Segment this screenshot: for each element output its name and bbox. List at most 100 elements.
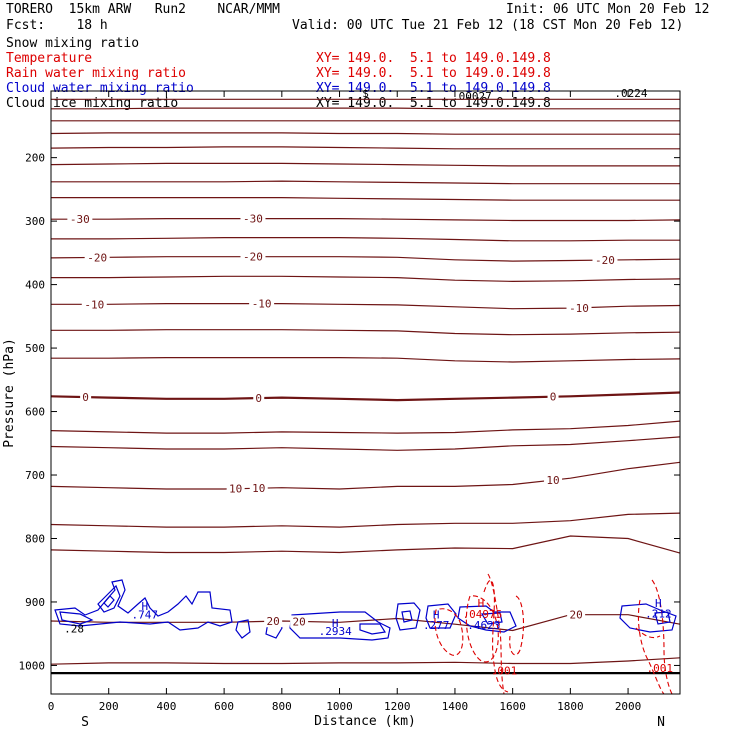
field-name-cloud-water: Cloud water mixing ratio <box>6 81 194 96</box>
rain-water-contour <box>637 599 665 695</box>
model-run-label: TORERO 15km ARW Run2 NCAR/MMM <box>6 2 280 17</box>
x-tick-label: 800 <box>272 700 292 713</box>
x-tick-label: 1600 <box>499 700 526 713</box>
field-xy-temperature: XY= 149.0. 5.1 to 149.0.149.8 <box>316 51 551 66</box>
contour-label-background <box>249 297 275 310</box>
plot-frame <box>50 90 681 695</box>
cloud-water-contour <box>289 611 391 641</box>
temperature-contour-label: -10 <box>569 302 589 315</box>
temperature-contour-label: 20 <box>293 615 306 628</box>
contour-label-background <box>290 615 309 628</box>
field-name-temperature: Temperature <box>6 51 93 66</box>
contour-label-background <box>226 482 245 495</box>
cloud-water-contour <box>654 611 671 625</box>
axes: 0 200 400 600 800 1000 1200 1400 1600 1800 2000200… <box>19 91 680 713</box>
temperature-contour-line <box>51 218 681 222</box>
cloud-water-max-label: H <box>141 600 148 613</box>
field-xy-snow: XY= 149.0. 5.1 to 149.0.149.8 <box>316 34 551 49</box>
y-tick-label: 600 <box>25 406 45 419</box>
cloud-water-max-label: H <box>655 597 662 610</box>
temperature-contour-line <box>50 657 681 665</box>
field-name-rain: Rain water mixing ratio <box>6 66 187 81</box>
temperature-contour-label: 10 <box>229 483 242 496</box>
cloud-water-contour <box>103 595 115 608</box>
temperature-contour-label: 0 <box>550 391 557 404</box>
temperature-contour-line <box>51 275 681 283</box>
contour-label-background <box>567 608 586 621</box>
contour-label-background <box>240 212 266 225</box>
y-tick-label: 300 <box>25 215 45 228</box>
x-tick-label: 400 <box>156 700 176 713</box>
cloud-water-max-label: .747 <box>132 609 159 622</box>
contour-label-background <box>544 474 563 487</box>
cloud-water-contour <box>97 584 121 613</box>
x-axis-left-end-label: S <box>81 715 89 730</box>
temperature-contour-label: 20 <box>267 615 280 628</box>
temperature-contour-line <box>50 391 681 402</box>
temperature-contour-line <box>50 146 680 150</box>
x-tick-label: 0 <box>48 700 55 713</box>
x-tick-label: 1800 <box>557 700 584 713</box>
cloud-water-max-label: .2934 <box>319 625 352 638</box>
contour-label-background <box>253 392 265 405</box>
rain-contours <box>434 573 673 695</box>
y-tick-label: 900 <box>25 596 45 609</box>
temperature-contour-line <box>50 461 681 490</box>
rain-water-contour <box>651 579 673 695</box>
x-tick-label: 1200 <box>384 700 411 713</box>
y-tick-label: 400 <box>25 279 45 292</box>
contour-label-background <box>240 250 266 263</box>
temperature-contour-label: -10 <box>252 298 272 311</box>
temperature-contour-line <box>50 535 681 554</box>
temperature-contour-line <box>51 180 680 185</box>
field-xy-cloud-ice: XY= 149.0. 5.1 to 149.0.149.8 <box>316 96 551 111</box>
x-tick-label: 2000 <box>615 700 642 713</box>
cloud-water-contour <box>395 602 421 631</box>
temperature-contour-label: -20 <box>595 254 615 267</box>
cloud-water-contour <box>401 610 413 623</box>
y-tick-label: 700 <box>25 469 45 482</box>
contour-label-background <box>566 301 592 314</box>
rain-water-contour <box>434 608 464 656</box>
temperature-contour-label: 10 <box>546 474 559 487</box>
contour-label-background <box>264 615 283 628</box>
contour-label-background <box>547 390 559 403</box>
temperature-contour-line <box>50 420 681 434</box>
x-tick-label: 200 <box>99 700 119 713</box>
contour-label-background <box>84 251 110 264</box>
y-tick-label: 1000 <box>19 659 46 672</box>
rain-water-label: .04975 <box>462 608 502 621</box>
field-name-cloud-ice: Cloud ice mixing ratio <box>6 96 179 111</box>
temperature-contour-line <box>50 162 680 167</box>
temperature-contour-line <box>50 132 680 135</box>
temperature-contour-label: 0 <box>82 391 89 404</box>
x-tick-label: 600 <box>214 700 234 713</box>
contour-label-background <box>80 391 92 404</box>
misc-contour-label: .28 <box>64 623 84 636</box>
x-tick-label: 1400 <box>442 700 469 713</box>
temperature-contour-line <box>51 107 680 110</box>
init-time-label: Init: 06 UTC Mon 20 Feb 12 <box>506 2 710 17</box>
cloud-water-contour <box>359 623 386 635</box>
temperature-contour-label: -30 <box>70 213 90 226</box>
field-xy-rain: XY= 149.0. 5.1 to 149.0.149.8 <box>316 66 551 81</box>
x-tick-label: 1000 <box>326 700 353 713</box>
rain-water-label: .001 <box>647 662 674 675</box>
temperature-contour-line <box>50 436 681 451</box>
temperature-contour-line <box>51 357 681 363</box>
rain-water-contour <box>635 627 661 639</box>
cloud-water-contour <box>235 619 251 639</box>
temperature-contour-label: -30 <box>243 213 263 226</box>
forecast-hour-label: Fcst: 18 h <box>6 18 108 33</box>
temperature-contour-label: -20 <box>243 251 263 264</box>
field-name-snow: Snow mixing ratio <box>6 36 140 51</box>
rain-water-label: .001 <box>491 665 518 678</box>
cloud-water-max-label: H <box>433 609 440 622</box>
rain-water-contour <box>509 595 525 656</box>
contour-label-background <box>249 482 268 495</box>
temperature-contour-label: -20 <box>87 251 107 264</box>
temperature-contour-label: 10 <box>252 482 265 495</box>
y-tick-label: 200 <box>25 152 45 165</box>
rain-water-contour <box>483 579 509 693</box>
